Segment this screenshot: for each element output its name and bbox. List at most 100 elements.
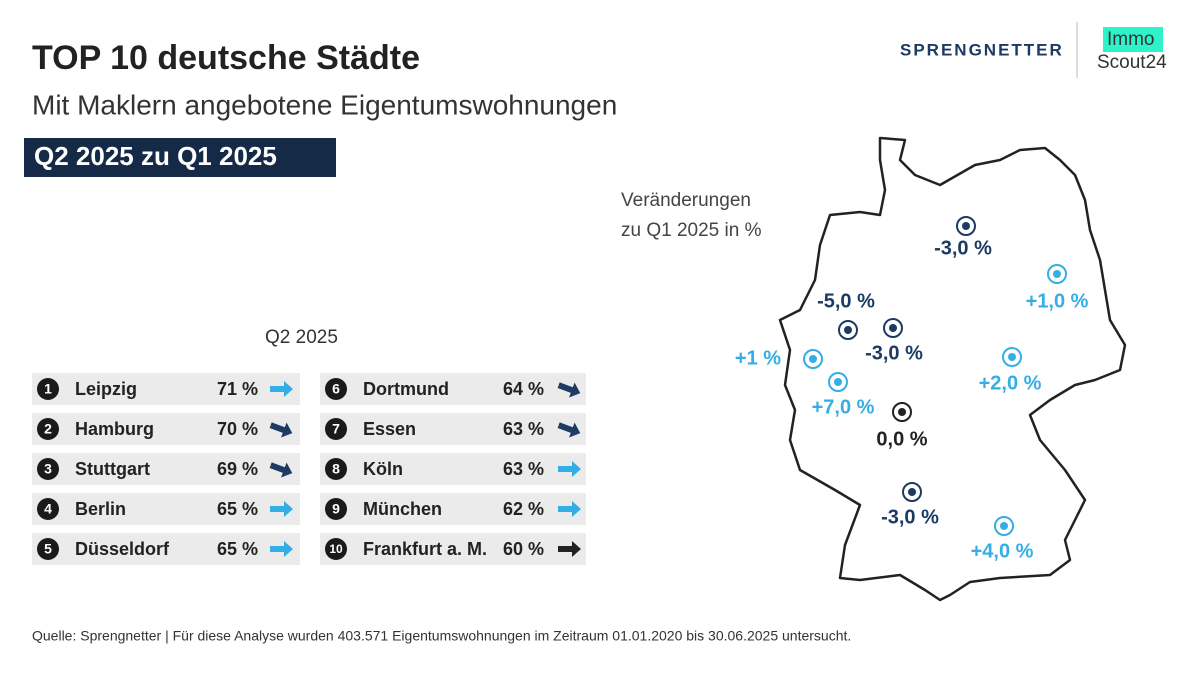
city: Essen [363, 419, 416, 439]
share: 65 % [217, 539, 258, 559]
ranking-row: 4 Berlin 65 % [32, 493, 300, 525]
map-point: +2,0 % [979, 347, 1042, 394]
map-point: +7,0 % [812, 372, 875, 418]
ranking-row: 3 Stuttgart 69 % [32, 453, 300, 485]
point-dot [1053, 270, 1061, 278]
logo-highlight [1103, 27, 1163, 52]
point-dot [908, 488, 916, 496]
badge-box [24, 138, 336, 177]
rank: 2 [44, 421, 52, 437]
point-label: -5,0 % [817, 290, 875, 312]
rank: 4 [44, 501, 52, 517]
row-bg [32, 533, 300, 565]
rank: 10 [329, 542, 343, 556]
map-point: -5,0 % [817, 290, 875, 340]
ranking-row: 1 Leipzig 71 % [32, 373, 300, 405]
rank-circle [37, 458, 59, 480]
map-point: +1,0 % [1026, 264, 1089, 312]
point-dot [889, 324, 897, 332]
rank: 6 [332, 381, 340, 397]
city: Leipzig [75, 379, 137, 399]
point-dot [844, 326, 852, 334]
point-label: +1,0 % [1026, 290, 1089, 312]
logo-scout: Scout24 [1097, 52, 1167, 73]
trend-arrow [269, 422, 293, 438]
rank-circle [37, 538, 59, 560]
rank-circle [325, 538, 347, 560]
point-dot [809, 355, 817, 363]
map-point: 0,0 % [876, 402, 928, 450]
ranking-row: 7 Essen 63 % [320, 413, 586, 445]
row-bg [320, 493, 586, 525]
map-point: +1 % [735, 347, 823, 369]
city: Frankfurt a. M. [363, 539, 487, 559]
rank-circle [325, 458, 347, 480]
point-label: -3,0 % [881, 506, 939, 528]
rank: 5 [44, 541, 52, 557]
map-point: -3,0 % [934, 216, 992, 259]
point-label: -3,0 % [865, 342, 923, 364]
row-bg [32, 493, 300, 525]
rank: 9 [332, 501, 340, 517]
germany-outline [778, 136, 1127, 602]
trend-arrow [558, 541, 581, 557]
city: Berlin [75, 499, 126, 519]
share: 69 % [217, 459, 258, 479]
city: Dortmund [363, 379, 449, 399]
point-label: 0,0 % [876, 428, 927, 450]
point-label: -3,0 % [934, 237, 992, 259]
ranking-row: 2 Hamburg 70 % [32, 413, 300, 445]
rank: 3 [44, 461, 52, 477]
share: 63 % [503, 459, 544, 479]
share: 70 % [217, 419, 258, 439]
share: 65 % [217, 499, 258, 519]
row-bg [32, 413, 300, 445]
share: 60 % [503, 539, 544, 559]
row-bg [320, 413, 586, 445]
point-dot [1008, 353, 1016, 361]
point-label: +1 % [735, 347, 781, 369]
share: 64 % [503, 379, 544, 399]
city: München [363, 499, 442, 519]
trend-arrow [558, 501, 581, 517]
subtitle: Mit Maklern angebotene Eigentumswohnunge… [32, 89, 617, 120]
point-dot [898, 408, 906, 416]
title: TOP 10 deutsche Städte [32, 39, 420, 77]
rank-circle [325, 378, 347, 400]
rank: 7 [332, 421, 340, 437]
share: 62 % [503, 499, 544, 519]
rank-circle [37, 498, 59, 520]
trend-arrow [270, 541, 293, 557]
point-label: +4,0 % [971, 540, 1034, 562]
ranking-row: 8 Köln 63 % [320, 453, 586, 485]
share: 63 % [503, 419, 544, 439]
city: Stuttgart [75, 459, 150, 479]
rank-circle [37, 378, 59, 400]
logo-sprengnetter: SPRENGNETTER [900, 40, 1064, 59]
logo-immo: Immo [1107, 29, 1155, 50]
row-bg [320, 533, 586, 565]
ranking-row: 5 Düsseldorf 65 % [32, 533, 300, 565]
map-point: -3,0 % [881, 482, 939, 528]
rank-circle [37, 418, 59, 440]
map-point: -3,0 % [865, 318, 923, 364]
trend-arrow [269, 462, 293, 478]
share: 71 % [217, 379, 258, 399]
map-legend-line: Veränderungen [621, 190, 751, 211]
row-bg [32, 373, 300, 405]
map-points: -3,0 % +1,0 % -5,0 % -3,0 % +1 % +2,0 % … [735, 216, 1089, 562]
rank-circle [325, 498, 347, 520]
point-dot [834, 378, 842, 386]
city: Hamburg [75, 419, 154, 439]
row-bg [320, 453, 586, 485]
city: Düsseldorf [75, 539, 170, 559]
ranking-row: 9 München 62 % [320, 493, 586, 525]
point-label: +2,0 % [979, 372, 1042, 394]
ranking-heading: Q2 2025 [265, 327, 338, 348]
row-bg [32, 453, 300, 485]
point-label: +7,0 % [812, 396, 875, 418]
trend-arrow [558, 461, 581, 477]
badge: Q2 2025 zu Q1 2025 [34, 141, 277, 171]
